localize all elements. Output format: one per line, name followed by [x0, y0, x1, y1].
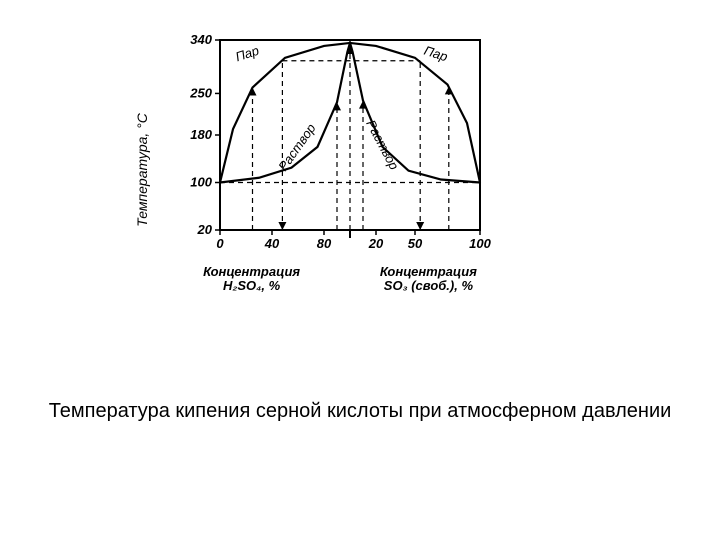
svg-text:340: 340	[190, 32, 212, 47]
svg-text:Раствор: Раствор	[363, 117, 402, 172]
svg-text:Раствор: Раствор	[275, 121, 318, 174]
svg-text:100: 100	[190, 175, 212, 190]
x-axis-label-left: КонцентрацияH₂SO₄, %	[170, 265, 333, 294]
svg-text:50: 50	[408, 236, 423, 251]
figure-caption: Температура кипения серной кислоты при а…	[0, 400, 720, 423]
x-axis-label-right: КонцентрацияSO₃ (своб.), %	[347, 265, 510, 294]
svg-text:180: 180	[190, 127, 212, 142]
svg-text:250: 250	[189, 85, 212, 100]
svg-text:Пар: Пар	[234, 43, 261, 65]
boiling-point-chart: Температура, °C 201001802503400408020501…	[170, 30, 510, 310]
svg-text:20: 20	[197, 222, 213, 237]
svg-text:40: 40	[264, 236, 280, 251]
chart-svg: 20 100 180 250 340 0 40 80 20 50 100 Пар Пар Раствор Р…	[170, 30, 510, 260]
svg-text:80: 80	[317, 236, 332, 251]
svg-text:Пар: Пар	[422, 43, 449, 65]
svg-text:100: 100	[469, 236, 491, 251]
svg-text:0: 0	[216, 236, 224, 251]
svg-text:20: 20	[368, 236, 384, 251]
y-axis-label: Температура, °C	[134, 113, 150, 227]
x-axis-labels: КонцентрацияH₂SO₄, % КонцентрацияSO₃ (св…	[170, 265, 510, 294]
